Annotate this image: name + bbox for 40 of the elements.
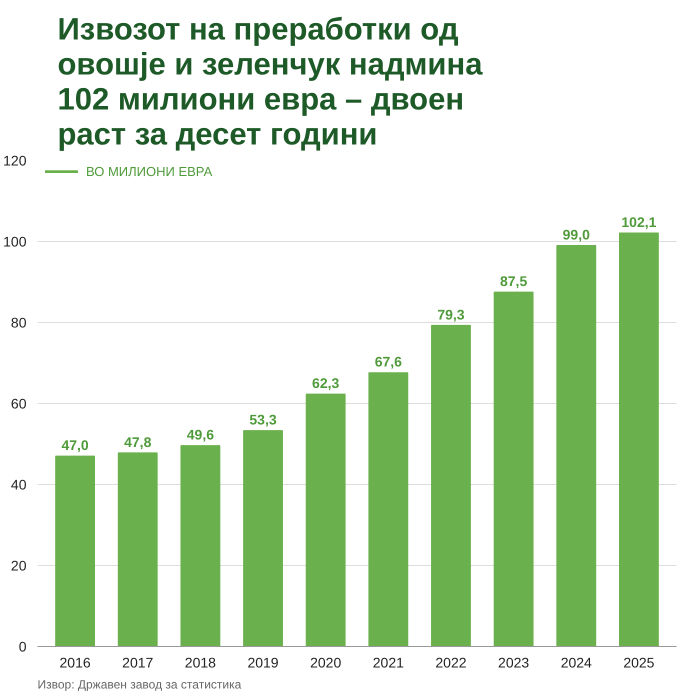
- bar: [118, 452, 158, 646]
- bar: [494, 292, 534, 646]
- data-label: 99,0: [562, 226, 590, 243]
- data-label: 53,3: [249, 412, 277, 428]
- bar: [431, 324, 471, 646]
- bar: [368, 372, 408, 646]
- text: Извор: Државен завод за статистика: [38, 678, 242, 692]
- x-tick-label: 2018: [184, 654, 216, 670]
- x-tick-label: 2019: [247, 654, 279, 670]
- legend-label: ВО МИЛИОНИ ЕВРА: [86, 164, 212, 179]
- data-label: 79,3: [437, 306, 465, 322]
- x-tick-label: 2017: [122, 654, 154, 670]
- x-tick-label: 2016: [60, 654, 91, 670]
- y-tick-label: 20: [10, 558, 27, 574]
- x-tick-label: 2023: [498, 654, 530, 670]
- x-tick-label: 2022: [435, 654, 467, 670]
- data-label: 47,8: [124, 434, 152, 450]
- data-label: 67,6: [374, 354, 402, 370]
- bar: [243, 430, 283, 646]
- bar: [618, 232, 659, 646]
- data-label: 47,0: [61, 437, 89, 454]
- data-label: 102,1: [621, 214, 657, 230]
- bar: [55, 456, 96, 646]
- bar: [306, 394, 346, 646]
- data-label: 87,5: [500, 273, 528, 290]
- x-tick-label: 2024: [560, 654, 592, 670]
- y-tick-label: 40: [10, 476, 27, 492]
- y-tick-label: 100: [3, 234, 27, 250]
- data-label: 49,6: [186, 426, 214, 443]
- bar: [180, 445, 220, 646]
- x-tick-label: 2025: [623, 654, 655, 670]
- chart-title: Извозот на преработки од овошје и зеленчук надмина 102 милиони евра – двоен раст за десет години: [58, 12, 484, 152]
- bar: [556, 245, 596, 646]
- y-tick-label: 60: [10, 396, 27, 412]
- data-label: 62,3: [312, 375, 340, 392]
- y-tick-label: 0: [18, 638, 27, 654]
- x-tick-label: 2020: [310, 654, 342, 670]
- y-tick-label: 80: [10, 314, 27, 330]
- y-tick-label: 120: [3, 152, 27, 168]
- x-tick-label: 2021: [372, 654, 404, 670]
